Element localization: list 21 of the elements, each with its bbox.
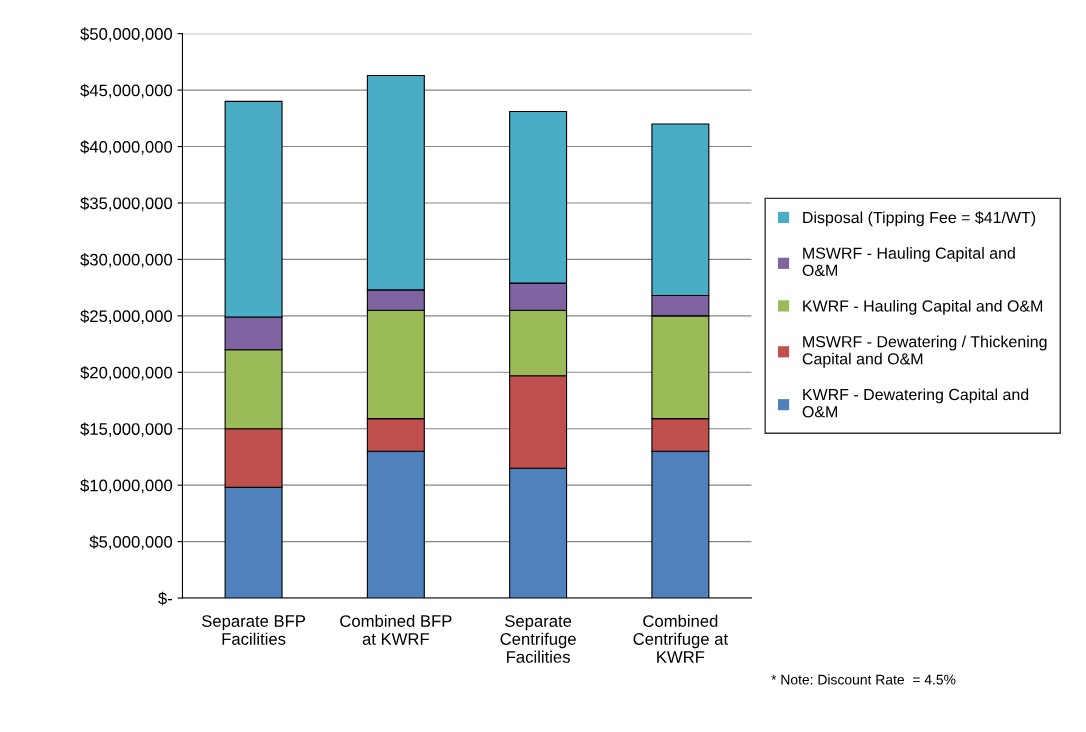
- x-tick-label: Separate BFP Facilities: [202, 615, 306, 645]
- y-tick-label: $40,000,000: [80, 140, 173, 155]
- legend-label: KWRF - Dewatering Capital and O&M: [802, 388, 1029, 418]
- y-tick-label: $20,000,000: [80, 366, 173, 381]
- x-tick-label: Separate Centrifuge Facilities: [500, 615, 576, 663]
- y-tick-label: $15,000,000: [80, 422, 173, 437]
- y-tick-label: $30,000,000: [80, 253, 173, 268]
- y-tick-label: $25,000,000: [80, 309, 173, 325]
- y-tick-label: $-: [158, 591, 172, 606]
- y-tick-label: $10,000,000: [80, 478, 173, 494]
- legend-label: MSWRF - Dewatering / Thickening Capital and O&M: [802, 335, 1047, 368]
- legend-label: KWRF - Hauling Capital and O&M: [803, 299, 1043, 315]
- y-tick-label: $50,000,000: [80, 27, 173, 42]
- x-tick-label: Combined Centrifuge at KWRF: [633, 614, 728, 663]
- y-tick-label: $35,000,000: [80, 196, 173, 212]
- text: * Note: Discount Rate = 4.5%: [771, 674, 956, 685]
- legend-label: MSWRF - Hauling Capital and O&M: [802, 247, 1015, 277]
- y-tick-label: $45,000,000: [80, 83, 173, 99]
- legend-label: Disposal (Tipping Fee = $41/WT): [803, 211, 1036, 227]
- y-tick-label: $5,000,000: [89, 535, 173, 550]
- x-tick-label: Combined BFP at KWRF: [340, 614, 452, 645]
